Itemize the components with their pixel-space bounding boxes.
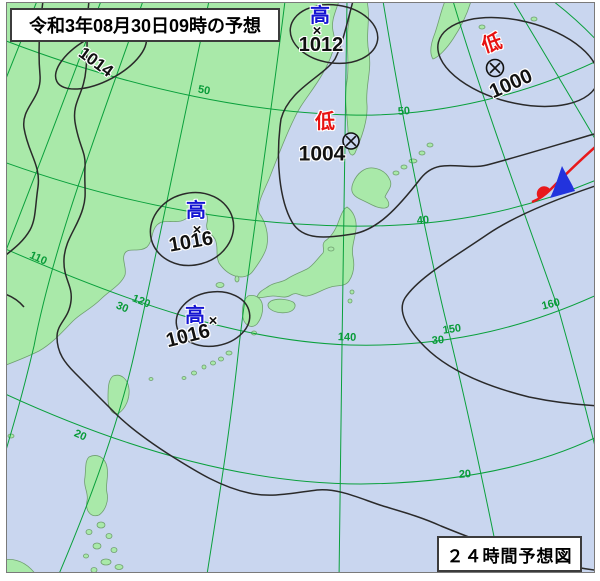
front-cold-triangle [550,166,575,198]
meridian-110e [7,3,143,449]
land-kyushu [241,295,264,327]
meridian-140e [338,3,348,572]
chart-type-box: ２４時間予想図 [437,536,582,572]
meridian-160e [453,3,594,445]
high-1012-kanji: 高 [310,5,330,27]
grid-label-40: 40 [416,213,430,228]
isobar-high-1016a-ring [149,191,235,267]
low-1004-center-mark [342,132,360,150]
land-sakhalin [345,3,371,156]
grid-label-50-east: 50 [397,105,411,118]
land-taiwan [107,374,130,415]
isobar-high-1016b-ring [175,290,251,348]
chart-type-text: ２４時間予想図 [446,546,573,566]
land-shikoku [267,298,296,314]
meridian-150e [382,3,502,572]
front-warm-semicircle [536,186,550,199]
front-line [531,146,594,204]
parallel-30n [7,249,594,346]
map-graphics [7,3,594,572]
grid-label-140: 140 [337,331,357,344]
high-1016a-center-mark: × [192,221,202,239]
front-symbol [531,146,594,204]
land-kamchatka [430,3,471,60]
meridian-170e [513,3,594,138]
parallel-50n [7,40,594,116]
low-1000-center-mark [485,58,505,78]
land-asia [7,3,339,366]
graticule [7,3,594,572]
high-1012-center-mark: × [312,22,322,40]
high-1016b-kanji: 高 [185,305,205,327]
isobar-east [401,185,594,407]
grid-label-30-east: 30 [431,333,445,348]
isobar-long-south [56,3,594,571]
meridian-130e [206,3,286,572]
meridian-120e [59,3,210,572]
land-corner-sw [7,559,35,572]
low-center-marks [342,58,505,150]
map-canvas [6,2,595,573]
isobar-low-1000-ring [437,16,594,108]
low-1004-value: 1004 [298,142,346,166]
high-1012-value: 1012 [298,34,344,56]
isobar-high-1012-ring [289,3,379,65]
parallel-40n [7,162,594,227]
forecast-title-box: 令和3年08月30日09時の予想 [10,8,280,42]
isobars [7,3,594,571]
land-honshu [256,206,357,299]
grid-label-20-east: 20 [458,468,472,481]
parallel-20n [7,394,594,485]
low-1004-kanji: 低 [315,111,335,133]
landmasses [7,3,538,572]
high-1016a-kanji: 高 [186,200,206,222]
high-1016b-center-mark: × [208,312,218,330]
forecast-title-text: 令和3年08月30日09時の予想 [28,16,262,36]
isobar-edge-dash [7,294,25,308]
grid-label-50-west: 50 [197,83,212,98]
isobar-north-sweep [277,3,594,238]
land-hokkaido [351,167,392,209]
land-luzon [84,455,108,517]
isobar-trough-west [7,3,44,256]
meridian-180 [554,3,594,39]
